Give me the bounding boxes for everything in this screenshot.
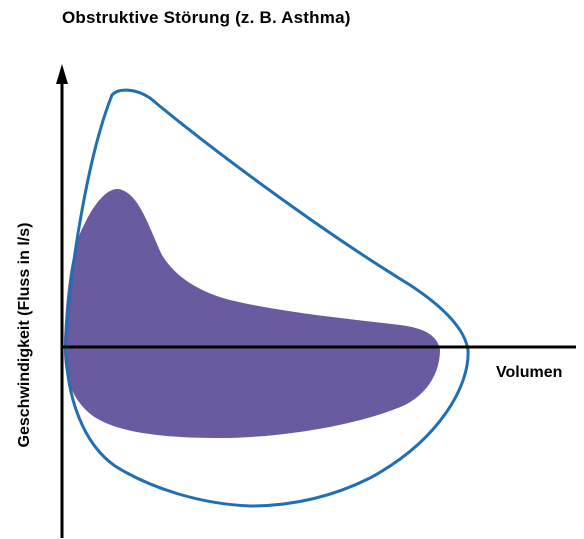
- diagram-title: Obstruktive Störung (z. B. Asthma): [62, 8, 351, 27]
- y-axis-label: Geschwindigkeit (Fluss in l/s): [16, 222, 33, 448]
- x-axis-label: Volumen: [496, 364, 563, 381]
- obstructive-loop-area: [64, 189, 440, 438]
- y-axis-arrow: [56, 64, 68, 84]
